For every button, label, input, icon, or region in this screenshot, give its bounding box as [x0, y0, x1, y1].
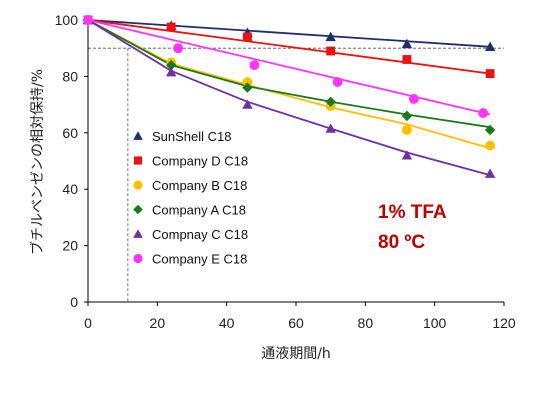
y-tick-label: 40	[62, 181, 78, 197]
point-company-d-c18	[166, 22, 176, 32]
point-sunshell-c18	[325, 31, 336, 42]
legend-label-compnay-c-c18: Compnay C C18	[152, 227, 248, 242]
x-tick-label: 80	[358, 315, 374, 331]
y-axis-title: ブチルベンゼンの相対保持/%	[29, 69, 46, 255]
annotation-temperature: 80 ºC	[378, 232, 425, 253]
x-tick-label: 20	[150, 315, 166, 331]
annotation-tfa: 1% TFA	[378, 202, 447, 223]
y-tick-label: 60	[62, 125, 78, 141]
point-compnay-c-c18	[242, 99, 253, 109]
point-compnay-c-c18	[166, 66, 177, 77]
point-company-e-c18	[83, 15, 93, 25]
legend-marker-company-e-c18	[133, 253, 143, 264]
legend-label-company-e-c18: Company E C18	[152, 252, 247, 267]
point-company-b-c18	[485, 140, 496, 151]
point-company-a-c18	[401, 110, 413, 122]
x-tick-label: 40	[219, 315, 235, 331]
y-tick-label: 0	[70, 294, 78, 310]
fit-line-company-e-c18	[87, 19, 491, 116]
y-tick-label: 20	[62, 238, 78, 254]
point-sunshell-c18	[484, 41, 496, 51]
legend: SunShell C18 Company D C18 Company B C18 Co…	[133, 129, 248, 267]
legend-label-company-b-c18: Company B C18	[152, 178, 247, 193]
y-tick-label: 80	[62, 68, 78, 84]
point-compnay-c-c18	[484, 168, 496, 178]
x-tick-label: 60	[288, 315, 304, 331]
point-company-a-c18	[484, 124, 496, 136]
fit-lines	[87, 19, 491, 176]
fit-line-company-a-c18	[87, 19, 491, 129]
fit-line-compnay-c-c18	[87, 19, 491, 176]
x-tick-label: 100	[423, 315, 447, 331]
legend-marker-company-d-c18	[133, 156, 143, 165]
fit-line-company-b-c18	[87, 19, 491, 150]
point-compnay-c-c18	[401, 150, 413, 160]
point-company-b-c18	[242, 77, 253, 87]
x-tick-label: 0	[84, 315, 92, 331]
axes	[84, 19, 505, 306]
legend-marker-company-b-c18	[133, 180, 143, 190]
legend-marker-compnay-c-c18	[133, 229, 143, 238]
point-company-e-c18	[332, 77, 343, 87]
point-company-a-c18	[166, 59, 177, 71]
point-company-d-c18	[485, 69, 495, 78]
point-company-e-c18	[249, 60, 260, 71]
legend-marker-sunshell-c18	[133, 131, 143, 140]
legend-label-company-a-c18: Company A C18	[152, 203, 246, 218]
point-company-d-c18	[243, 32, 252, 42]
x-axis-title: 通液期間/h	[261, 346, 331, 362]
x-tick-label: 120	[492, 315, 516, 331]
point-company-b-c18	[401, 125, 412, 135]
point-company-d-c18	[326, 46, 336, 56]
legend-marker-company-a-c18	[133, 204, 143, 215]
fit-line-company-d-c18	[87, 19, 491, 75]
data-markers	[82, 14, 496, 178]
point-company-e-c18	[408, 94, 419, 104]
fit-line-sunshell-c18	[87, 19, 491, 48]
reference-lines	[88, 47, 504, 302]
tick-labels: 0 20 40 60 80 100 120 0 20 40 60 80 100	[55, 12, 516, 331]
point-company-e-c18	[173, 43, 184, 54]
point-company-a-c18	[325, 96, 336, 107]
point-company-d-c18	[402, 55, 412, 64]
point-company-e-c18	[478, 108, 489, 118]
point-compnay-c-c18	[325, 123, 336, 133]
y-tick-label: 100	[55, 12, 79, 28]
legend-label-sunshell-c18: SunShell C18	[152, 129, 232, 144]
point-sunshell-c18	[401, 38, 413, 49]
legend-label-company-d-c18: Company D C18	[152, 154, 248, 169]
point-company-a-c18	[242, 82, 253, 93]
